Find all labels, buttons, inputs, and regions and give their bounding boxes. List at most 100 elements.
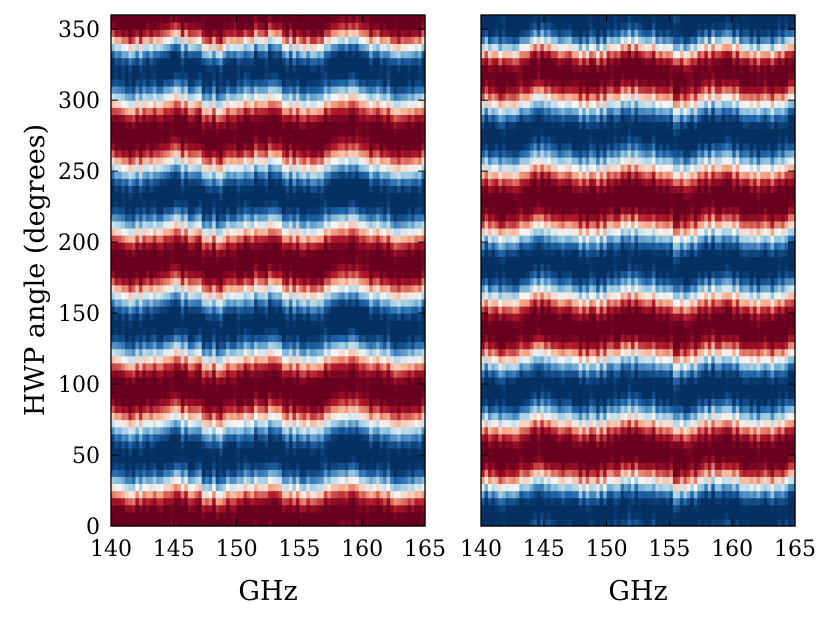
- heatmap-cell: [365, 149, 370, 158]
- heatmap-cell: [285, 405, 290, 414]
- heatmap-cell: [261, 256, 266, 265]
- heatmap-cell: [376, 220, 381, 229]
- heatmap-cell: [407, 178, 412, 186]
- heatmap-cell: [369, 149, 374, 158]
- heatmap-cell: [194, 320, 199, 328]
- heatmap-cell: [320, 305, 325, 314]
- heatmap-cell: [124, 206, 130, 215]
- heatmap-cell: [400, 313, 405, 321]
- heatmap-cell: [404, 192, 409, 201]
- heatmap-cell: [201, 511, 206, 520]
- heatmap-cell: [362, 199, 367, 208]
- heatmap-cell: [334, 440, 339, 449]
- heatmap-cell: [418, 412, 423, 421]
- heatmap-cell: [404, 156, 409, 165]
- heatmap-cell: [299, 164, 304, 172]
- heatmap-cell: [243, 192, 248, 201]
- heatmap-cell: [397, 398, 402, 406]
- heatmap-cell: [135, 256, 140, 265]
- heatmap-cell: [306, 362, 311, 371]
- heatmap-cell: [145, 192, 150, 201]
- heatmap-cell: [327, 270, 332, 279]
- heatmap-cell: [341, 327, 346, 335]
- heatmap-cell: [302, 227, 307, 236]
- heatmap-cell: [383, 348, 388, 357]
- heatmap-cell: [281, 171, 287, 179]
- heatmap-cell: [348, 206, 353, 215]
- heatmap-cell: [386, 376, 391, 385]
- heatmap-cell: [285, 249, 290, 257]
- heatmap-cell: [135, 270, 140, 279]
- heatmap-cell: [257, 220, 262, 229]
- heatmap-cell: [163, 249, 168, 257]
- heatmap-cell: [240, 391, 245, 399]
- heatmap-cell: [295, 391, 300, 399]
- heatmap-cell: [194, 298, 199, 307]
- heatmap-cell: [121, 135, 126, 144]
- heatmap-cell: [111, 235, 116, 243]
- heatmap-cell: [212, 305, 217, 314]
- heatmap-cell: [233, 412, 238, 421]
- heatmap-cell: [268, 171, 273, 179]
- heatmap-cell: [323, 376, 328, 385]
- heatmap-cell: [187, 249, 192, 257]
- heatmap-cell: [365, 497, 370, 506]
- heatmap-cell: [358, 242, 363, 250]
- heatmap-cell: [271, 149, 276, 158]
- heatmap-cell: [397, 305, 402, 314]
- heatmap-cell: [152, 334, 157, 343]
- heatmap-cell: [142, 192, 147, 201]
- heatmap-cell: [330, 476, 335, 485]
- heatmap-cell: [205, 327, 210, 335]
- heatmap-cell: [212, 277, 217, 286]
- heatmap-cell: [177, 405, 182, 414]
- heatmap-cell: [152, 284, 157, 293]
- heatmap-cell: [208, 277, 213, 286]
- heatmap-cell: [327, 185, 332, 194]
- heatmap-cell: [348, 305, 353, 314]
- heatmap-cell: [138, 149, 143, 158]
- heatmap-cell: [323, 298, 328, 307]
- heatmap-cell: [348, 511, 353, 520]
- heatmap-cell: [268, 412, 273, 421]
- heatmap-cell: [236, 171, 241, 179]
- heatmap-cell: [163, 341, 168, 350]
- heatmap-cell: [421, 369, 426, 378]
- heatmap-cell: [418, 455, 423, 463]
- heatmap-cell: [330, 242, 335, 250]
- heatmap-cell: [421, 206, 426, 215]
- heatmap-cell: [240, 348, 245, 357]
- heatmap-cell: [337, 440, 342, 449]
- heatmap-cell: [355, 220, 360, 229]
- heatmap-cell: [205, 426, 210, 435]
- heatmap-cell: [212, 384, 217, 392]
- heatmap-cell: [393, 313, 398, 321]
- heatmap-cell: [407, 433, 412, 442]
- heatmap-cell: [229, 149, 234, 158]
- heatmap-cell: [226, 348, 231, 357]
- heatmap-cell: [362, 256, 367, 265]
- heatmap-cell: [128, 355, 133, 364]
- heatmap-cell: [191, 220, 196, 229]
- heatmap-cell: [414, 142, 419, 151]
- heatmap-cell: [365, 440, 370, 449]
- heatmap-cell: [337, 376, 342, 385]
- heatmap-cell: [421, 504, 426, 513]
- heatmap-cell: [278, 376, 283, 385]
- heatmap-cell: [201, 291, 206, 300]
- heatmap-cell: [404, 235, 409, 243]
- heatmap-cell: [355, 447, 360, 456]
- heatmap-cell: [295, 334, 300, 343]
- heatmap-cell: [407, 277, 412, 286]
- heatmap-cell: [404, 199, 409, 208]
- heatmap-cell: [236, 504, 241, 513]
- heatmap-cell: [268, 277, 273, 286]
- heatmap-cell: [261, 419, 266, 428]
- heatmap-cell: [414, 178, 419, 186]
- heatmap-cell: [156, 206, 161, 215]
- heatmap-cell: [149, 128, 154, 137]
- heatmap-cell: [341, 348, 346, 357]
- heatmap-cell: [404, 412, 409, 421]
- heatmap-cell: [292, 249, 297, 257]
- heatmap-cell: [309, 497, 314, 506]
